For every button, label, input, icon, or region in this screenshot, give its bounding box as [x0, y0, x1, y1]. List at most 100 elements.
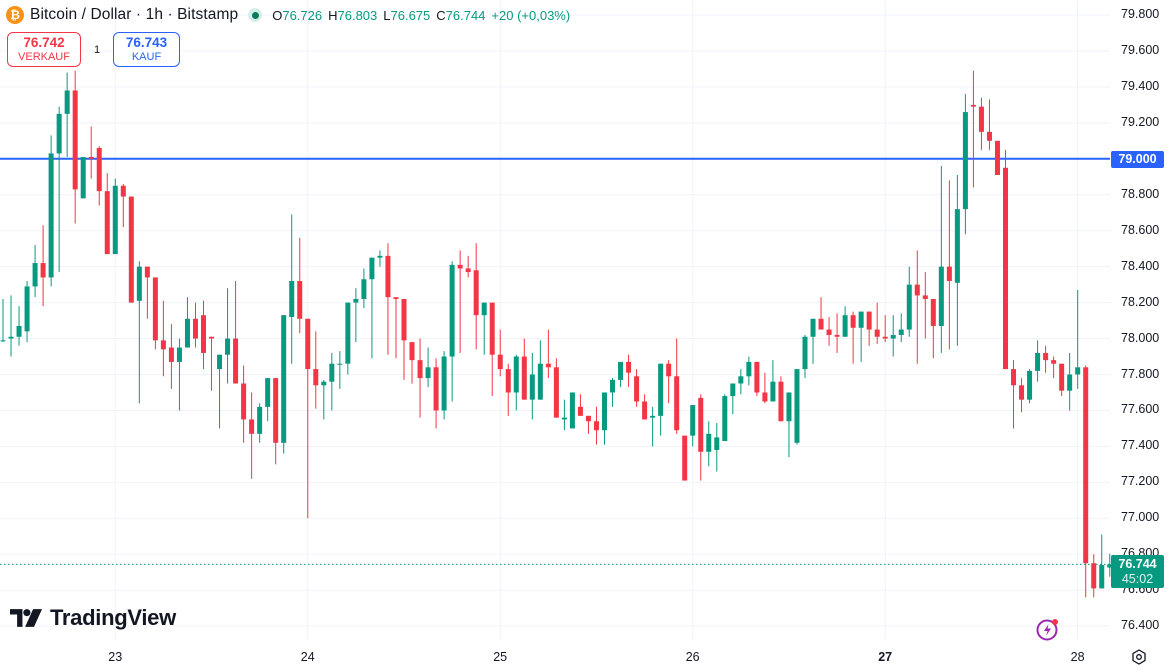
candle-body [1043, 352, 1049, 361]
time-tick-label: 27 [878, 650, 893, 664]
price-tick-label: 77.000 [1121, 510, 1160, 525]
candle-body [690, 405, 696, 436]
candle-body [585, 415, 591, 422]
candle-body [144, 266, 150, 278]
candle-body [746, 361, 752, 377]
candle-body [986, 131, 992, 141]
candle-body [642, 401, 648, 420]
low-label: L [383, 7, 391, 23]
candle-body [1035, 352, 1041, 371]
time-tick-label: 26 [685, 650, 700, 664]
candle-body [321, 381, 327, 386]
candle-body [289, 281, 295, 317]
alert-lightning-button[interactable] [1035, 616, 1061, 642]
chart-settings-button[interactable] [1130, 648, 1148, 666]
price-tick-label: 79.600 [1121, 42, 1160, 57]
candle-body [329, 363, 335, 382]
candle-body [946, 266, 952, 282]
candle-body [449, 264, 455, 357]
candle-body [1019, 385, 1025, 400]
price-tick-label: 78.200 [1121, 294, 1160, 309]
candle-body [192, 318, 198, 339]
candle-body [345, 302, 351, 364]
high-value: 76.803 [337, 7, 378, 23]
candle-body [433, 367, 439, 411]
price-tick-label: 77.200 [1121, 474, 1160, 489]
candle-body [32, 263, 38, 287]
candle-body [1075, 367, 1081, 375]
candle-body [1083, 367, 1089, 564]
last-price: 76.744 [1118, 556, 1157, 571]
candle-body [682, 435, 688, 481]
candle-body [577, 406, 583, 416]
candle-body [610, 379, 616, 393]
candle-body [529, 374, 535, 400]
candle-body [257, 406, 263, 434]
symbol-header: ₿ Bitcoin / Dollar · 1h · Bitstamp O76.7… [6, 4, 570, 26]
buy-label: KAUF [131, 50, 162, 63]
candle-body [1051, 360, 1057, 364]
candle-body [176, 347, 182, 362]
price-tick-label: 76.400 [1121, 618, 1160, 633]
candle-body [553, 367, 559, 418]
candle-body [225, 338, 231, 355]
candle-body [377, 255, 383, 258]
bitcoin-icon: ₿ [6, 6, 24, 24]
candle-body [593, 421, 599, 431]
candle-body [465, 268, 471, 273]
price-tick-label: 77.600 [1121, 402, 1160, 417]
price-tick-label: 78.600 [1121, 222, 1160, 237]
candle-body [786, 392, 792, 422]
price-tick-label: 78.800 [1121, 186, 1160, 201]
candle-body [626, 361, 632, 373]
horizontal-line-price-tag[interactable]: 79.000 [1111, 150, 1164, 168]
price-tick-label: 77.800 [1121, 366, 1160, 381]
candle-body [1099, 565, 1105, 589]
time-tick-label: 24 [300, 650, 315, 664]
ohlc-legend: O76.726 H76.803 L76.675 C76.744 +20 (+0,… [272, 8, 570, 23]
candle-body [16, 325, 22, 337]
candle-body [706, 433, 712, 452]
candle-body [882, 336, 888, 339]
sell-label: VERKAUF [18, 50, 70, 63]
candle-body [890, 334, 896, 339]
price-tick-label: 79.800 [1121, 7, 1160, 21]
candle-body [241, 383, 247, 420]
candle-body [385, 255, 391, 298]
candle-body [104, 191, 110, 255]
candle-body [184, 318, 190, 348]
candle-body [417, 360, 423, 379]
open-label: O [272, 7, 283, 23]
candle-body [674, 376, 680, 431]
candle-body [778, 381, 784, 422]
candle-body [1003, 167, 1008, 370]
candle-body [922, 295, 928, 300]
candle-body [714, 437, 720, 450]
bar-countdown: 45:02 [1121, 571, 1154, 586]
candle-body [618, 361, 624, 380]
candle-body [505, 369, 511, 393]
buy-button[interactable]: 76.743 KAUF [113, 32, 180, 67]
sell-button[interactable]: 76.742 VERKAUF [7, 32, 81, 67]
candle-body [754, 361, 760, 393]
candle-body [8, 336, 14, 339]
candle-body [962, 112, 968, 210]
candle-body [730, 383, 736, 397]
symbol-title[interactable]: Bitcoin / Dollar · 1h · Bitstamp [30, 6, 239, 23]
candle-body [249, 419, 255, 434]
buy-price: 76.743 [125, 34, 168, 50]
last-price-tag: 76.744 45:02 [1111, 555, 1164, 588]
candle-body [297, 281, 303, 319]
tradingview-logo[interactable]: TradingView [10, 605, 176, 631]
candle-body [168, 347, 174, 362]
candle-body [40, 263, 46, 278]
candle-body [361, 279, 367, 300]
time-tick-label: 28 [1070, 650, 1085, 664]
candle-body [136, 266, 142, 301]
candle-body [457, 264, 463, 269]
candle-body [970, 104, 976, 107]
change-value: +20 (+0,03%) [491, 7, 571, 23]
candle-body [810, 318, 816, 337]
candle-body [64, 90, 70, 114]
